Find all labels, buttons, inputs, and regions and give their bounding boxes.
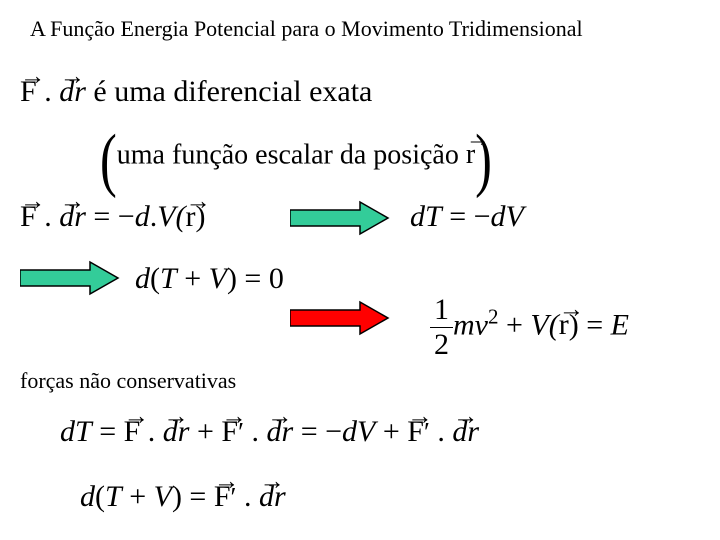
t: V(	[157, 200, 185, 233]
t: +	[375, 415, 407, 448]
t: dV	[491, 200, 524, 233]
t: mv	[453, 308, 488, 341]
t: = −	[293, 415, 342, 448]
t: 1	[430, 295, 453, 328]
t: V	[209, 262, 227, 295]
arrow-green-1-icon	[290, 200, 390, 236]
t: +	[177, 262, 209, 295]
t: d	[135, 200, 150, 233]
eq-line-5: 12mv2 + V(→r) = E	[430, 295, 629, 360]
eq-line-1: →F . →dr é uma diferencial exata	[20, 75, 372, 109]
t: T	[160, 262, 177, 295]
t: V(	[530, 308, 558, 341]
t: (	[150, 262, 160, 295]
t: dV	[342, 415, 375, 448]
t: E	[611, 308, 629, 341]
t: .	[430, 415, 453, 448]
t: dT	[60, 415, 92, 448]
t: = −	[442, 200, 491, 233]
t: V	[154, 480, 172, 513]
t: é uma diferencial exata	[86, 75, 373, 108]
t: .	[236, 480, 259, 513]
t: d	[80, 480, 95, 513]
t: (	[95, 480, 105, 513]
t: ) =	[172, 480, 214, 513]
t: =	[92, 415, 124, 448]
page-title: A Função Energia Potencial para o Movime…	[30, 16, 583, 42]
subtitle: forças não conservativas	[20, 368, 236, 394]
t: d	[135, 262, 150, 295]
t: ) = 0	[227, 262, 284, 295]
t: +	[189, 415, 221, 448]
eq-line-3-left: →F . →dr = −d.V(→r)	[20, 200, 206, 234]
eq-line-4: d(T + V) = 0	[135, 262, 284, 296]
eq-line-2: (uma função escalar da posição →r)	[100, 130, 492, 188]
t: .	[244, 415, 267, 448]
t: = −	[86, 200, 135, 233]
eq-line-6: dT = →F . →dr + →F′ . →dr = −dV + →F′ . …	[60, 415, 479, 449]
arrow-red-icon	[290, 300, 390, 336]
eq-line-3-right: dT = −dV	[410, 200, 524, 234]
t: 2	[488, 304, 499, 328]
eq-line-7: d(T + V) = →F′ . →dr	[80, 480, 286, 514]
t: T	[105, 480, 122, 513]
t: 2	[430, 328, 453, 360]
t: +	[498, 308, 530, 341]
t: dT	[410, 200, 442, 233]
t: uma função escalar da posição	[117, 139, 466, 170]
t: +	[122, 480, 154, 513]
arrow-green-2-icon	[20, 260, 120, 296]
